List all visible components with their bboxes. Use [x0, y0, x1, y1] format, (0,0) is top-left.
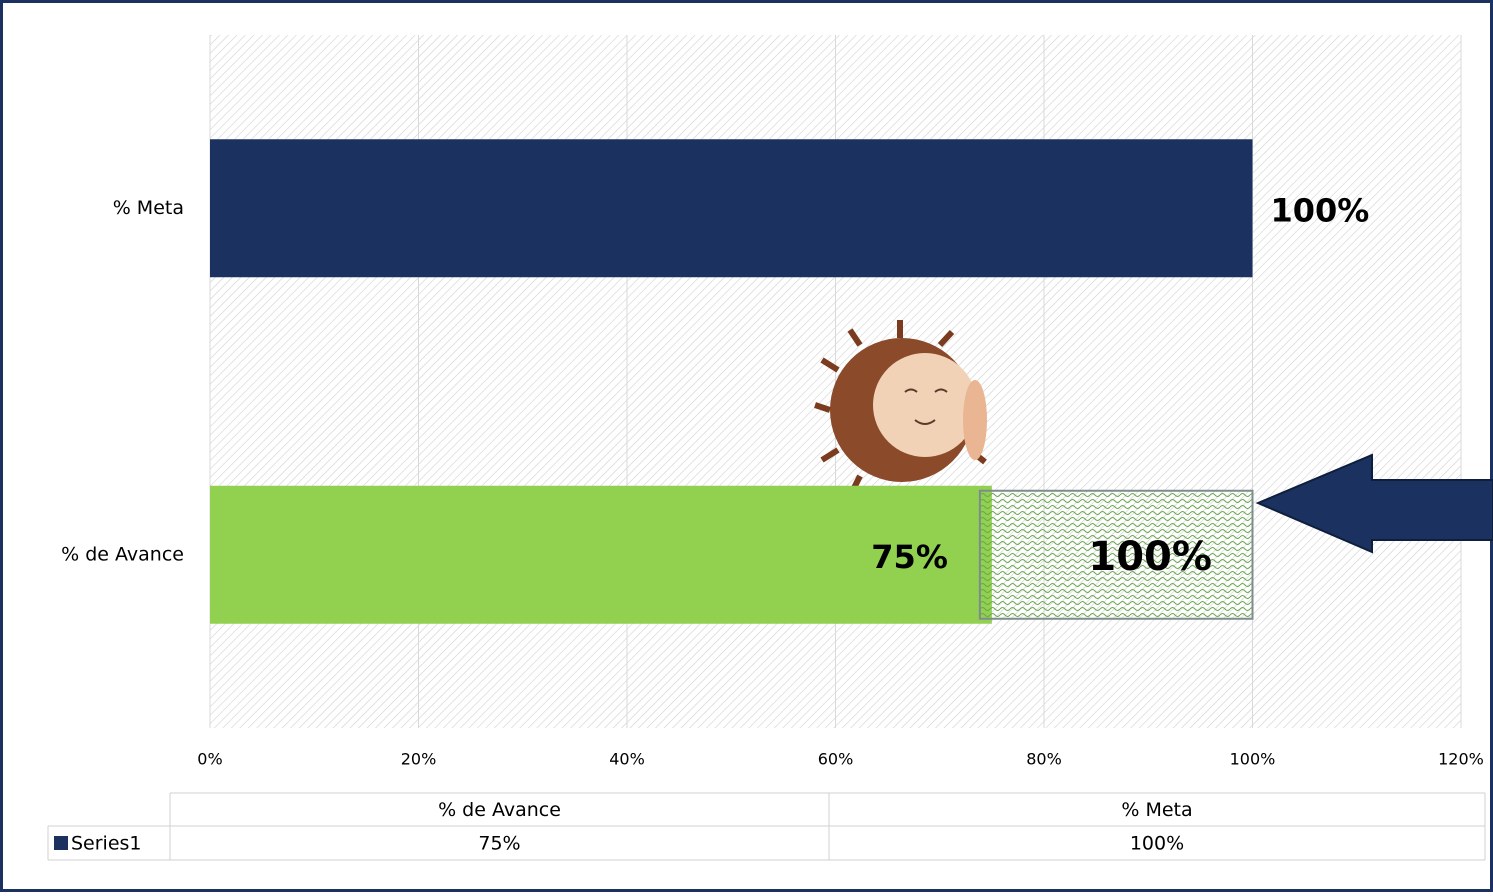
x-tick-label: 40% — [609, 750, 645, 769]
table-header: % Meta — [1121, 799, 1192, 821]
y-tick-label: % Meta — [113, 197, 184, 219]
y-tick-label: % de Avance — [61, 543, 184, 565]
legend-swatch — [54, 836, 68, 850]
table-cell: 100% — [1130, 833, 1184, 855]
chart: % de Avance % Meta Series1 75% 100% 0% 20% 40%… — [0, 0, 1493, 892]
legend-label: Series1 — [71, 833, 142, 855]
table-cell: 75% — [478, 833, 520, 855]
data-label: 100% — [1271, 191, 1370, 229]
x-tick-label: 20% — [401, 750, 437, 769]
table-header: % de Avance — [438, 799, 561, 821]
x-tick-label: 100% — [1230, 750, 1276, 769]
x-tick-label: 60% — [818, 750, 854, 769]
x-tick-label: 0% — [197, 750, 222, 769]
bar — [210, 139, 1253, 277]
annotation-label: 100% — [1088, 534, 1212, 580]
x-tick-label: 80% — [1026, 750, 1062, 769]
x-tick-label: 120% — [1438, 750, 1484, 769]
data-label: 75% — [871, 538, 948, 576]
